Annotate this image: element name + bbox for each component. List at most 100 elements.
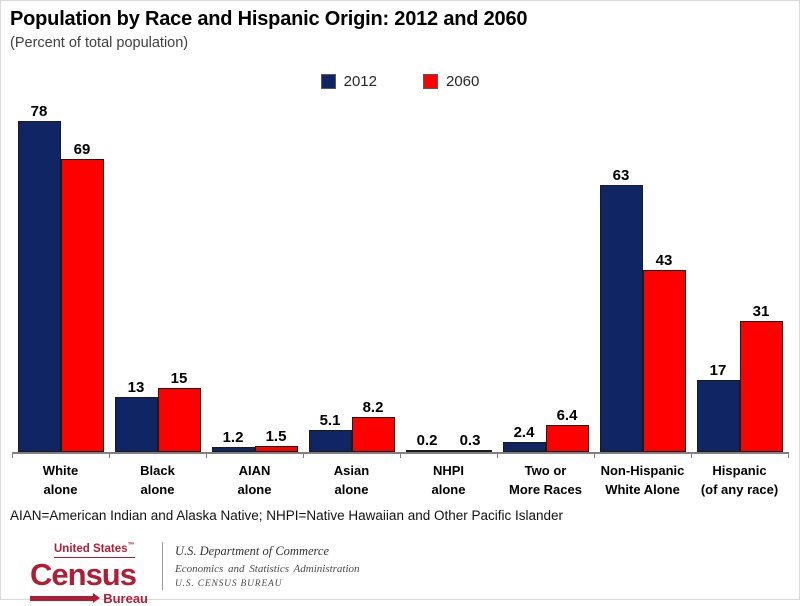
census-logo: United States™ Census Bureau <box>30 540 148 605</box>
bar-column: 31 <box>739 303 783 452</box>
bar <box>545 425 589 452</box>
bar <box>308 430 352 452</box>
logo-arrow-icon <box>93 593 101 603</box>
bar-value-label: 2.4 <box>513 424 535 441</box>
bar <box>254 446 298 452</box>
bar-group: 0.2 0.3 <box>400 100 497 452</box>
bar <box>642 270 686 452</box>
bar-group: 2.4 6.4 <box>497 100 594 452</box>
bar-value-label: 78 <box>30 103 48 120</box>
category-labels: White alone Black alone AIAN alone Asian al… <box>12 462 788 500</box>
bar-column: 13 <box>114 379 158 452</box>
legend-item: 2060 <box>423 73 479 90</box>
logo-united-states: United States™ <box>54 542 135 558</box>
bar <box>157 388 201 452</box>
axis-tick-icon <box>303 452 304 458</box>
bar-value-label: 0.2 <box>416 432 438 449</box>
bar-value-label: 1.2 <box>222 429 244 446</box>
footer: United States™ Census Bureau U.S. Depart… <box>30 540 360 605</box>
census-bureau-line: U.S. CENSUS BUREAU <box>175 579 283 589</box>
bar <box>696 380 740 452</box>
axis-tick-icon <box>12 452 13 458</box>
axis-tick-icon <box>109 452 110 458</box>
bar-value-label: 0.3 <box>459 432 481 449</box>
bar <box>17 121 61 452</box>
legend-swatch-icon <box>423 74 438 89</box>
bar <box>351 417 395 452</box>
bar-value-label: 5.1 <box>319 412 341 429</box>
bar-column: 0.3 <box>448 432 492 452</box>
axis-tick-icon <box>400 452 401 458</box>
plot-area: 78 69 13 15 1.2 1.5 5.1 8.2 0.2 0.3 2.4 6.4 63 43 17 31 <box>12 100 789 458</box>
bar-column: 1.2 <box>211 429 255 452</box>
bar-value-label: 69 <box>73 141 91 158</box>
bar-column: 5.1 <box>308 412 352 452</box>
bar-column: 63 <box>599 167 643 452</box>
category-label: Non-Hispanic White Alone <box>600 463 685 497</box>
bar-column: 0.2 <box>405 432 449 452</box>
footnote: AIAN=American Indian and Alaska Native; … <box>10 508 564 523</box>
logo-bureau-row: Bureau <box>30 592 148 605</box>
axis-tick-icon <box>497 452 498 458</box>
bar-column: 15 <box>157 370 201 452</box>
bar-value-label: 63 <box>612 167 630 184</box>
bar-group: 5.1 8.2 <box>303 100 400 452</box>
bar-value-label: 15 <box>170 370 188 387</box>
bar-value-label: 13 <box>127 379 145 396</box>
legend-item: 2012 <box>320 73 377 90</box>
esa-line: Economics and Statistics Administration <box>175 563 360 575</box>
bar-group: 63 43 <box>594 100 691 452</box>
category-label: Asian alone <box>333 463 370 497</box>
bar-value-label: 8.2 <box>362 399 384 416</box>
legend-label: 2012 <box>343 73 377 90</box>
category-label: NHPI alone <box>431 463 466 497</box>
bar <box>448 450 492 452</box>
bar-column: 8.2 <box>351 399 395 452</box>
bar-value-label: 1.5 <box>265 428 287 445</box>
category-label: White alone <box>42 463 79 497</box>
axis-tick-icon <box>594 452 595 458</box>
bar-column: 2.4 <box>502 424 546 452</box>
bar-group: 13 15 <box>109 100 206 452</box>
category-label: Hispanic (of any race) <box>700 463 779 497</box>
bar-column: 78 <box>17 103 61 452</box>
bar <box>114 397 158 452</box>
bar <box>502 442 546 452</box>
axis-tick-icon <box>691 452 692 458</box>
page-subtitle: (Percent of total population) <box>10 35 189 51</box>
bar-value-label: 6.4 <box>556 407 578 424</box>
bar-column: 17 <box>696 362 740 452</box>
bar <box>739 321 783 452</box>
bar-column: 1.5 <box>254 428 298 452</box>
category-label: Two or More Races <box>509 463 582 497</box>
logo-underline-bar <box>30 595 94 601</box>
logo-bureau: Bureau <box>103 590 148 606</box>
bar-column: 69 <box>60 141 104 452</box>
bar-value-label: 17 <box>709 362 727 379</box>
bar-column: 6.4 <box>545 407 589 452</box>
bar <box>211 447 255 452</box>
logo-united-states-text: United States <box>54 543 128 555</box>
bar-group: 17 31 <box>691 100 788 452</box>
category-label: Black alone <box>140 463 175 497</box>
axis-tick-icon <box>788 452 789 458</box>
bar-value-label: 43 <box>655 252 673 269</box>
bar <box>60 159 104 452</box>
footer-divider <box>162 542 163 590</box>
legend-swatch-icon <box>320 74 336 89</box>
legend-label: 2060 <box>446 73 480 90</box>
logo-census-wordmark: Census <box>30 556 137 592</box>
agency-text: U.S. Department of Commerce Economics an… <box>175 540 360 589</box>
page-title: Population by Race and Hispanic Origin: … <box>10 8 528 30</box>
bar-column: 43 <box>642 252 686 452</box>
bar-group: 1.2 1.5 <box>206 100 303 452</box>
logo-top-row: United States™ <box>30 540 148 558</box>
commerce-line: U.S. Department of Commerce <box>175 544 330 558</box>
logo-trademark: ™ <box>127 542 135 550</box>
bar <box>599 185 643 452</box>
bar-group: 78 69 <box>12 100 109 452</box>
axis-tick-icon <box>206 452 207 458</box>
bar-value-label: 31 <box>752 303 770 320</box>
category-label: AIAN alone <box>237 463 272 497</box>
legend: 2012 2060 <box>0 73 800 90</box>
